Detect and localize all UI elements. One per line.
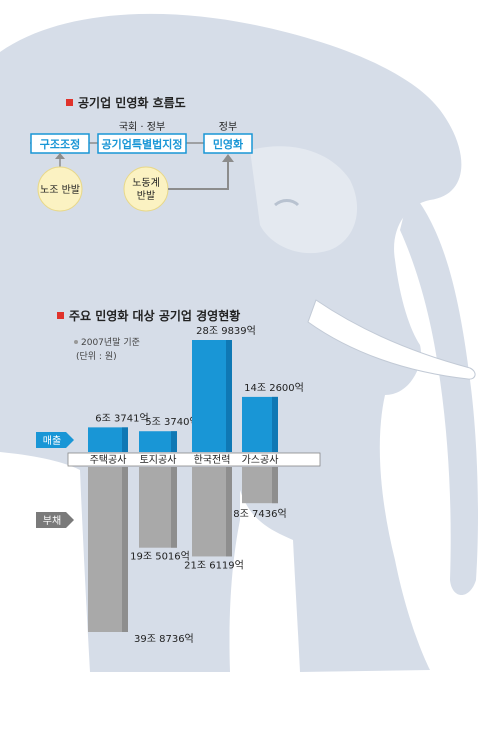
elephant-tusk [307, 299, 476, 380]
resistance-circle-labor [123, 166, 169, 212]
arrow-up-icon [55, 153, 65, 159]
revenue-bar [192, 340, 232, 452]
category-label: 가스공사 [242, 454, 279, 466]
step-box-privatization [203, 133, 253, 154]
elephant-trunk [400, 190, 478, 595]
debt-bar-shade [122, 467, 128, 632]
elephant-illustration [0, 13, 478, 673]
revenue-value-label: 14조 2600억 [244, 382, 304, 394]
elephant-ear [250, 146, 358, 254]
revenue-bar-shade [122, 427, 128, 452]
revenue-bar [88, 427, 128, 452]
category-strip [67, 452, 321, 467]
bullet-square-icon [57, 312, 64, 319]
step-label-law: 공기업특별법지정 [102, 137, 183, 151]
tag-arrow-icon [36, 512, 74, 528]
revenue-bar [139, 431, 177, 452]
connector-line [168, 160, 229, 190]
revenue-value-label: 5조 3740억 [145, 416, 198, 428]
debt-tag: 부채 [36, 512, 74, 528]
step-box-law [97, 133, 187, 154]
revenue-bar-shade [171, 431, 177, 452]
category-label: 토지공사 [140, 454, 177, 466]
debt-bar [192, 467, 232, 557]
step-label-privatization: 민영화 [213, 137, 243, 151]
chart-title: 주요 민영화 대상 공기업 경영현황 [69, 308, 240, 323]
category-label: 한국전력 [194, 454, 231, 466]
revenue-tag: 매출 [36, 432, 74, 448]
resistance-labor-line2: 반발 [137, 190, 155, 202]
debt-value-label: 21조 6119억 [184, 559, 244, 571]
resistance-circle-union [37, 166, 83, 212]
chart-note: 2007년말 기준 [81, 336, 140, 348]
flow-section: 공기업 민영화 흐름도 구조조정 국회 · 정부 공기업특별법지정 정부 민영화… [30, 95, 253, 212]
arrow-up-icon [222, 154, 234, 162]
resistance-union-text: 노조 반발 [40, 184, 80, 196]
step-label-restructuring: 구조조정 [40, 137, 80, 151]
revenue-tag-text: 매출 [43, 435, 61, 447]
resistance-labor-line1: 노동계 [132, 177, 160, 189]
bars-group: 주택공사 6조 3741억 39조 8736억 토지공사 5조 3740억 19조 501… [88, 325, 304, 645]
revenue-value-label: 6조 3741억 [95, 412, 148, 424]
revenue-bar-shade [272, 396, 278, 452]
category-label: 주택공사 [90, 454, 127, 466]
debt-value-label: 19조 5016억 [130, 551, 190, 563]
revenue-bar-shade [226, 340, 232, 452]
elephant-eye [274, 199, 300, 207]
revenue-value-label: 28조 9839억 [196, 325, 256, 337]
debt-tag-text: 부채 [43, 515, 61, 527]
chart-unit: (단위 : 원) [76, 351, 117, 362]
tag-arrow-icon [36, 432, 74, 448]
debt-bar [88, 467, 128, 632]
step-above-law: 국회 · 정부 [119, 121, 165, 133]
step-above-privatization: 정부 [219, 121, 237, 133]
debt-bar-shade [272, 467, 278, 504]
debt-bar-shade [171, 467, 177, 548]
chart-header: 주요 민영화 대상 공기업 경영현황 2007년말 기준 (단위 : 원) [57, 308, 240, 362]
flow-title: 공기업 민영화 흐름도 [78, 95, 186, 110]
debt-value-label: 8조 7436억 [233, 508, 286, 520]
note-dot-icon [74, 340, 78, 344]
debt-bar-shade [226, 467, 232, 557]
debt-value-label: 39조 8736억 [134, 633, 194, 645]
debt-bar [139, 467, 177, 548]
bullet-square-icon [66, 99, 73, 106]
